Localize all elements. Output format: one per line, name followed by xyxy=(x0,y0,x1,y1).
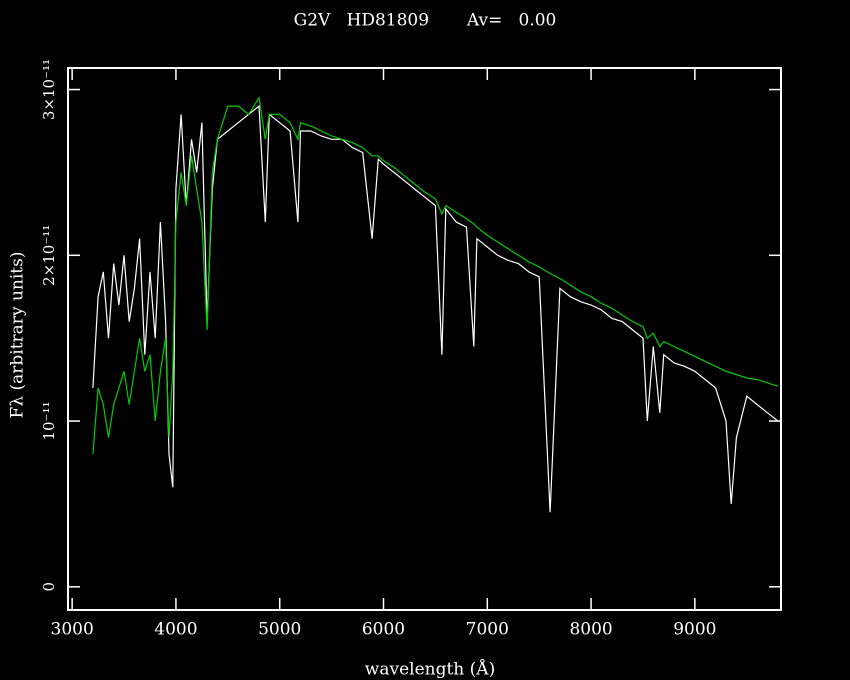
y-tick-label: 0 xyxy=(40,582,58,592)
spectrum-line xyxy=(92,104,779,513)
plot-frame xyxy=(67,67,782,611)
x-tick-label: 3000 xyxy=(51,620,94,640)
x-tick-label: 4000 xyxy=(154,620,197,640)
x-tick-label: 6000 xyxy=(362,620,405,640)
y-tick-label: 3×10⁻¹¹ xyxy=(40,59,58,120)
y-tick-label: 2×10⁻¹¹ xyxy=(40,225,58,286)
y-axis-label: Fλ (arbitrary units) xyxy=(8,252,28,419)
x-tick-label: 7000 xyxy=(466,620,509,640)
x-tick-label: 8000 xyxy=(569,620,612,640)
spectrum-line xyxy=(92,96,779,455)
chart-title: G2V HD81809 Av= 0.00 xyxy=(294,11,557,31)
x-axis-label: wavelength (Å) xyxy=(365,659,495,680)
x-tick-label: 5000 xyxy=(258,620,301,640)
y-tick-label: 10⁻¹¹ xyxy=(40,402,58,441)
x-tick-label: 9000 xyxy=(673,620,716,640)
